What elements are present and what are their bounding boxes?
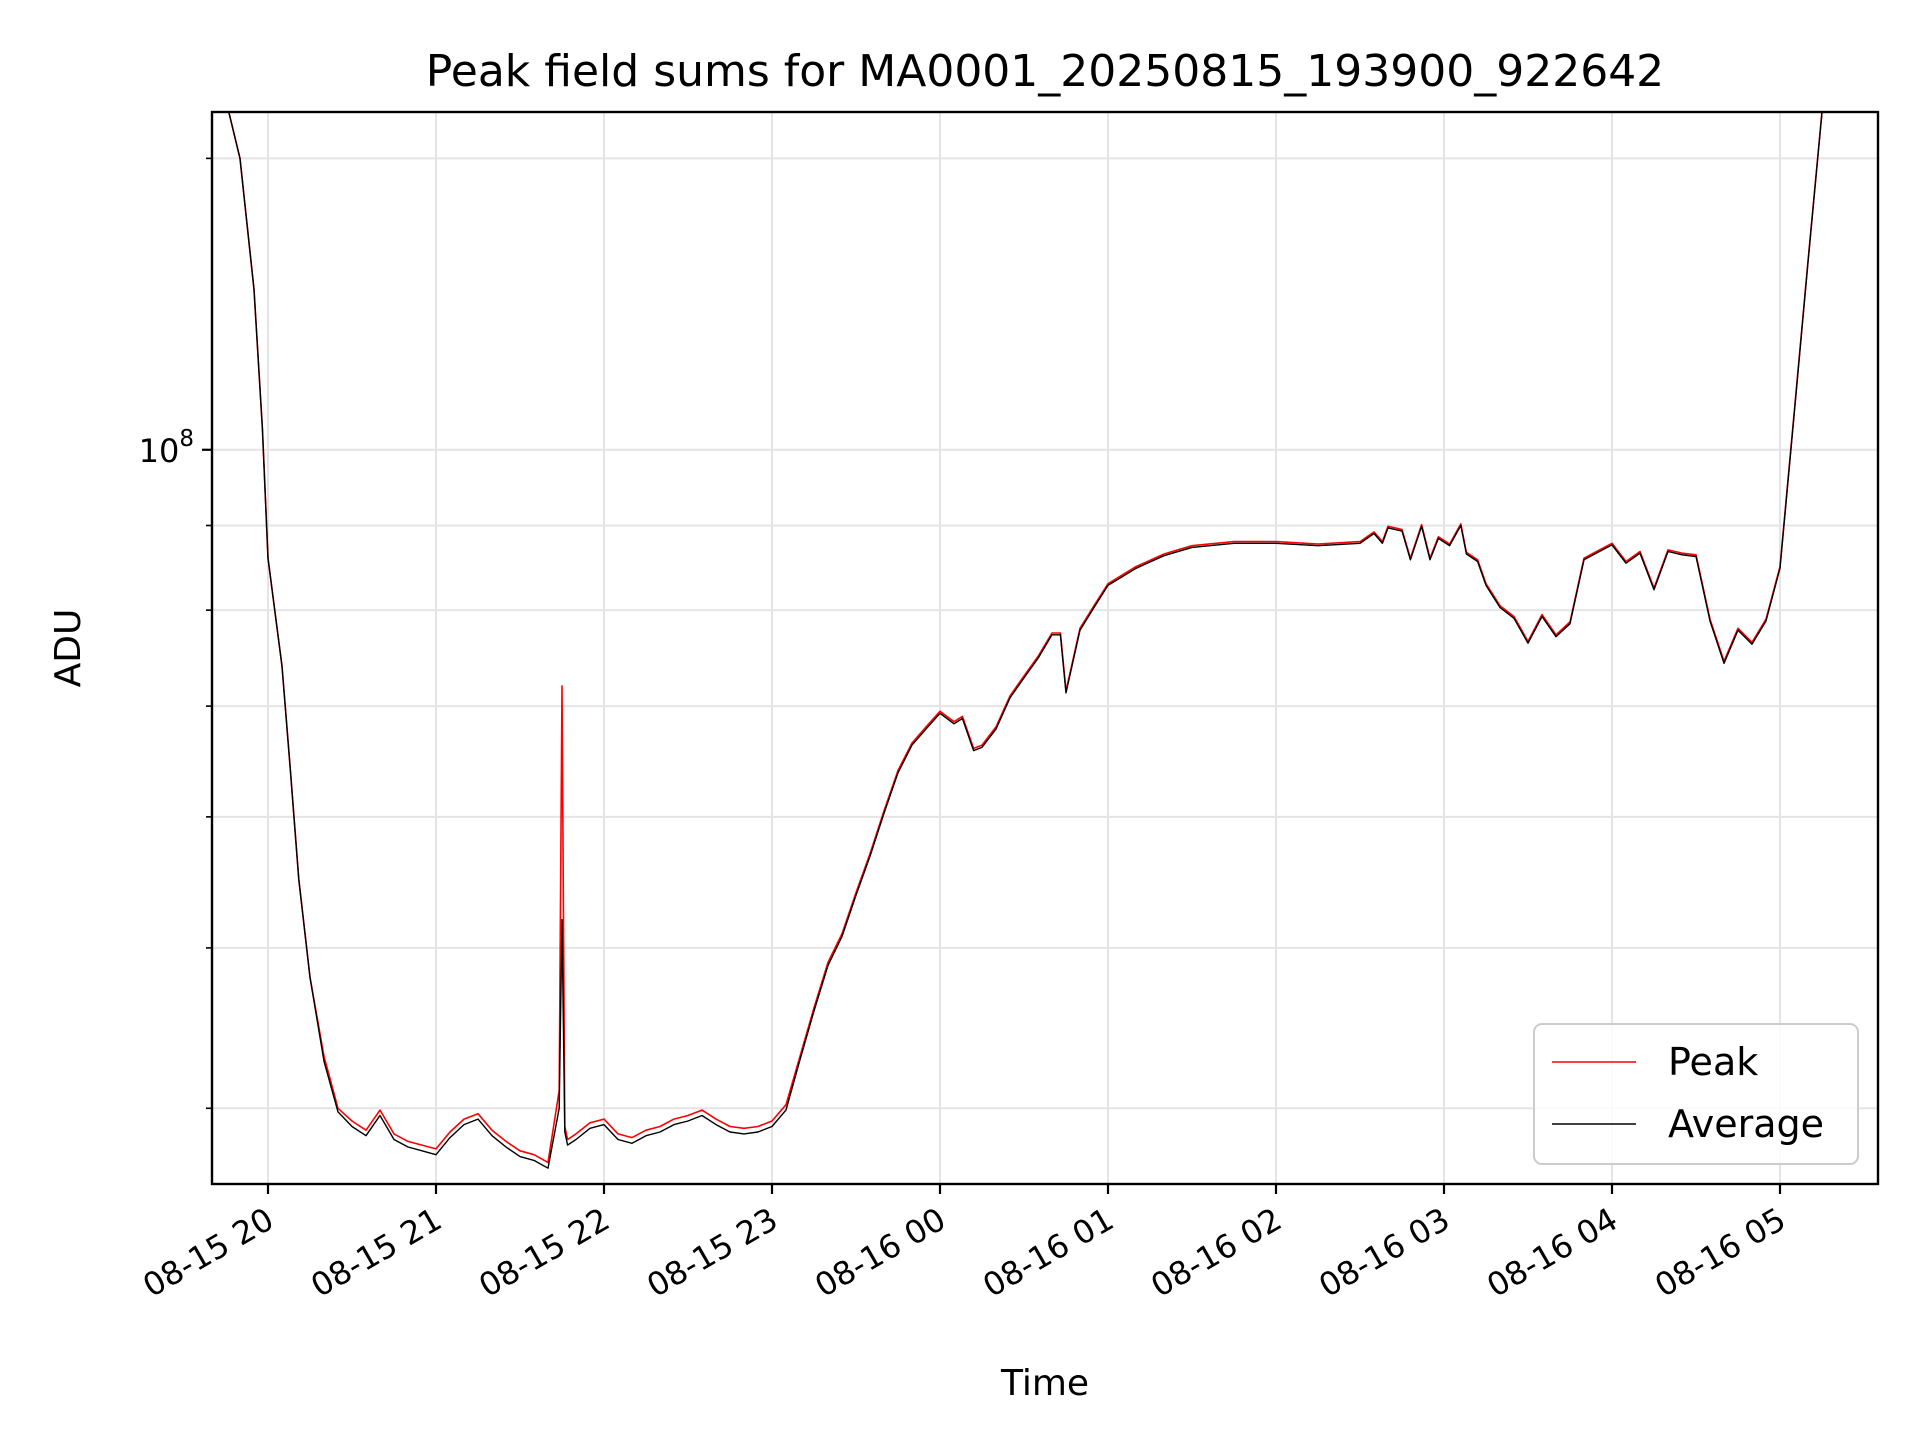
series-line-peak	[228, 112, 1823, 1164]
legend-average-label: Average	[1668, 1102, 1824, 1146]
x-axis-label: Time	[1000, 1363, 1089, 1404]
chart-title: Peak field sums for MA0001_20250815_1939…	[426, 46, 1664, 97]
y-tick-label: 108	[139, 426, 194, 470]
series-line-average	[228, 112, 1823, 1169]
legend-box	[1533, 1023, 1859, 1165]
plot-frame	[210, 110, 1880, 1186]
legend: Peak Average	[1533, 1023, 1859, 1165]
plot-area	[228, 112, 1823, 1169]
y-axis-ticks: 108	[139, 157, 212, 1110]
legend-peak-label: Peak	[1668, 1040, 1758, 1084]
y-axis-label: ADU	[48, 609, 89, 688]
grid	[212, 112, 1878, 1184]
